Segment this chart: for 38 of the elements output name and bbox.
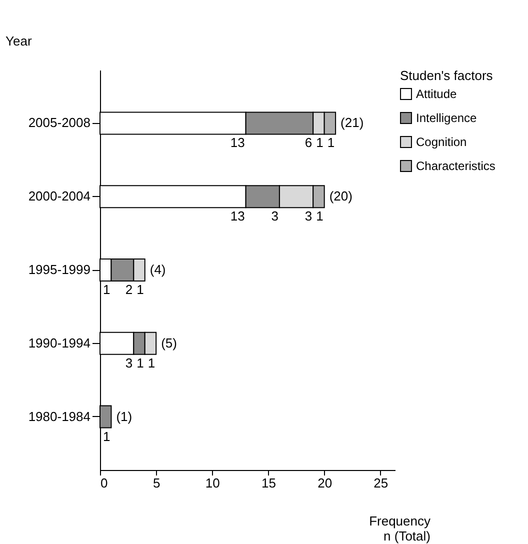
data-label: 1 bbox=[327, 135, 335, 150]
data-label: 1 bbox=[316, 135, 324, 150]
data-label: 3 bbox=[271, 208, 278, 224]
total-label: (1) bbox=[116, 408, 132, 424]
x-tick-label: 0 bbox=[100, 476, 108, 490]
data-label: 13 bbox=[230, 208, 245, 224]
x-tick-label: 15 bbox=[262, 476, 276, 490]
y-tick-label: 1980-1984 bbox=[28, 408, 90, 424]
x-axis-title: Frequency n (Total) bbox=[369, 514, 431, 544]
data-label: 1 bbox=[316, 208, 324, 224]
y-tick-label: 1995-1999 bbox=[28, 262, 90, 277]
data-label: 2 bbox=[125, 282, 133, 297]
total-label: (21) bbox=[340, 115, 364, 130]
x-tick-label: 25 bbox=[374, 476, 388, 490]
y-tick-label: 1990-1994 bbox=[28, 335, 90, 350]
data-label: 13 bbox=[230, 135, 245, 150]
data-label: 6 bbox=[304, 135, 312, 150]
total-label: (5) bbox=[161, 335, 177, 350]
y-tick-label: 2005-2008 bbox=[28, 115, 90, 130]
legend-label: Intelligence bbox=[416, 111, 478, 125]
legend-title: Studen's factors bbox=[400, 68, 494, 83]
data-label: 1 bbox=[148, 355, 156, 370]
y-tick-label: 2000-2004 bbox=[28, 188, 90, 204]
x-tick-label: 10 bbox=[205, 476, 220, 490]
legend-label: Attitude bbox=[416, 87, 458, 101]
legend-label: Cognition bbox=[416, 135, 467, 149]
legend-label: Characteristics bbox=[416, 159, 496, 173]
data-label: 1 bbox=[102, 428, 110, 444]
data-label: 3 bbox=[304, 208, 312, 224]
x-tick-label: 5 bbox=[152, 476, 160, 490]
y-axis-title: Year bbox=[6, 34, 32, 48]
data-label: 1 bbox=[136, 355, 144, 370]
total-label: (4) bbox=[150, 262, 166, 277]
x-tick-label: 20 bbox=[318, 476, 332, 490]
data-label: 1 bbox=[102, 282, 110, 297]
total-label: (20) bbox=[329, 188, 352, 204]
data-label: 3 bbox=[125, 355, 133, 370]
data-label: 1 bbox=[136, 282, 144, 297]
